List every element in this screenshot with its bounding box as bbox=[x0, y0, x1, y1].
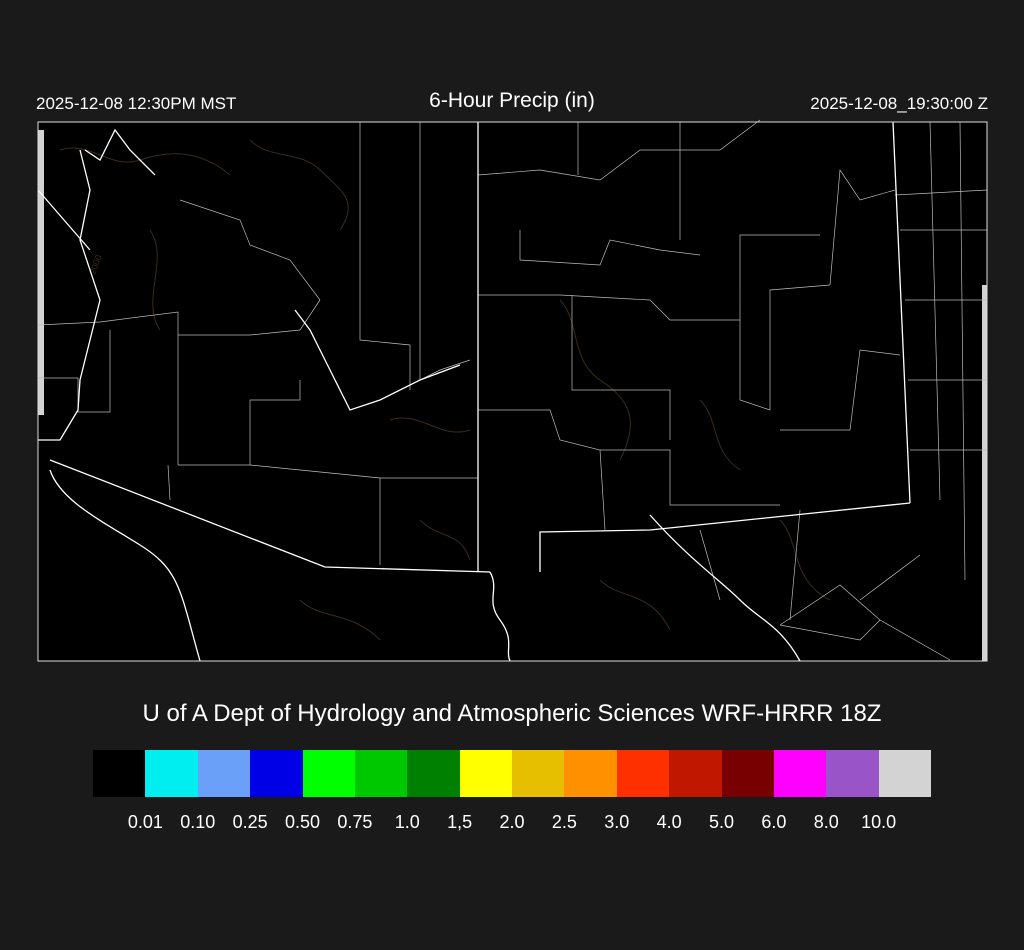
nm-tx-border bbox=[892, 121, 911, 504]
nm-mexico-border bbox=[539, 502, 911, 572]
colorbar-tick-label: 4.0 bbox=[656, 812, 682, 832]
colorbar-tick-label: 6.0 bbox=[761, 812, 787, 832]
colorbar-tick-label: 1,5 bbox=[447, 812, 473, 832]
gulf-coast bbox=[489, 571, 511, 662]
colorado-river bbox=[38, 149, 101, 441]
baja-coast bbox=[49, 469, 201, 662]
colorbar-swatch bbox=[721, 750, 774, 797]
colorbar-tick-label: 0.25 bbox=[232, 812, 268, 832]
valid-time-label: 2025-12-08_19:30:00 Z bbox=[810, 94, 988, 113]
map-frame bbox=[37, 121, 988, 662]
colorbar-tick-label: 0.01 bbox=[127, 812, 163, 832]
colorbar-swatch bbox=[564, 750, 617, 797]
colorbar-swatch bbox=[93, 750, 146, 797]
colorbar-swatch bbox=[302, 750, 355, 797]
colorbar-swatch bbox=[826, 750, 879, 797]
colorbar-swatch bbox=[197, 750, 251, 797]
colorbar-swatch bbox=[407, 750, 460, 797]
colorbar-swatch bbox=[616, 750, 670, 797]
map-title: 6-Hour Precip (in) bbox=[429, 89, 595, 112]
colorbar-swatch bbox=[512, 750, 565, 797]
international-border bbox=[49, 459, 491, 573]
colorbar-swatch bbox=[669, 750, 722, 797]
colorbar-tick-label: 2.5 bbox=[551, 812, 577, 832]
lake-powell bbox=[294, 309, 461, 411]
county-borders bbox=[37, 119, 988, 661]
state-borders bbox=[37, 121, 911, 662]
colorbar-tick-label: 0.50 bbox=[284, 812, 321, 832]
colorbar-swatch bbox=[354, 750, 408, 797]
colorbar-tick-label: 8.0 bbox=[813, 812, 839, 832]
tx-mexico-border bbox=[649, 514, 801, 662]
colorbar-tick-label: 3.0 bbox=[604, 812, 630, 832]
colorbar-swatch bbox=[250, 750, 303, 797]
colorbar-tick-label: 0.10 bbox=[180, 812, 216, 832]
local-time-label: 2025-12-08 12:30PM MST bbox=[36, 94, 237, 113]
terrain-mask-right bbox=[982, 285, 987, 661]
colorbar-tick-label: 5.0 bbox=[708, 812, 735, 832]
colorbar-tick-label: 2.0 bbox=[499, 812, 525, 832]
colorbar-swatch bbox=[773, 750, 827, 797]
colorbar-swatch bbox=[878, 750, 931, 797]
precip-colorbar bbox=[93, 750, 931, 797]
colorbar-swatch bbox=[459, 750, 512, 797]
colorbar-tick-label: 0.75 bbox=[337, 812, 373, 832]
credit-label: U of A Dept of Hydrology and Atmospheric… bbox=[142, 700, 882, 727]
terrain-mask-left bbox=[38, 130, 44, 415]
lake-mead bbox=[84, 128, 156, 176]
colorbar-swatch bbox=[145, 750, 198, 797]
colorbar-tick-label: 1.0 bbox=[394, 812, 420, 832]
nevada-line bbox=[37, 189, 91, 251]
colorbar-labels: 0.01 0.10 0.25 0.50 0.75 1.0 1,5 2.0 2.5 3.0 4.0 5.… bbox=[0, 812, 1024, 836]
map-background bbox=[38, 122, 987, 661]
colorbar-tick-label: 10.0 bbox=[861, 812, 897, 832]
precip-map: 2000 bbox=[37, 119, 988, 662]
